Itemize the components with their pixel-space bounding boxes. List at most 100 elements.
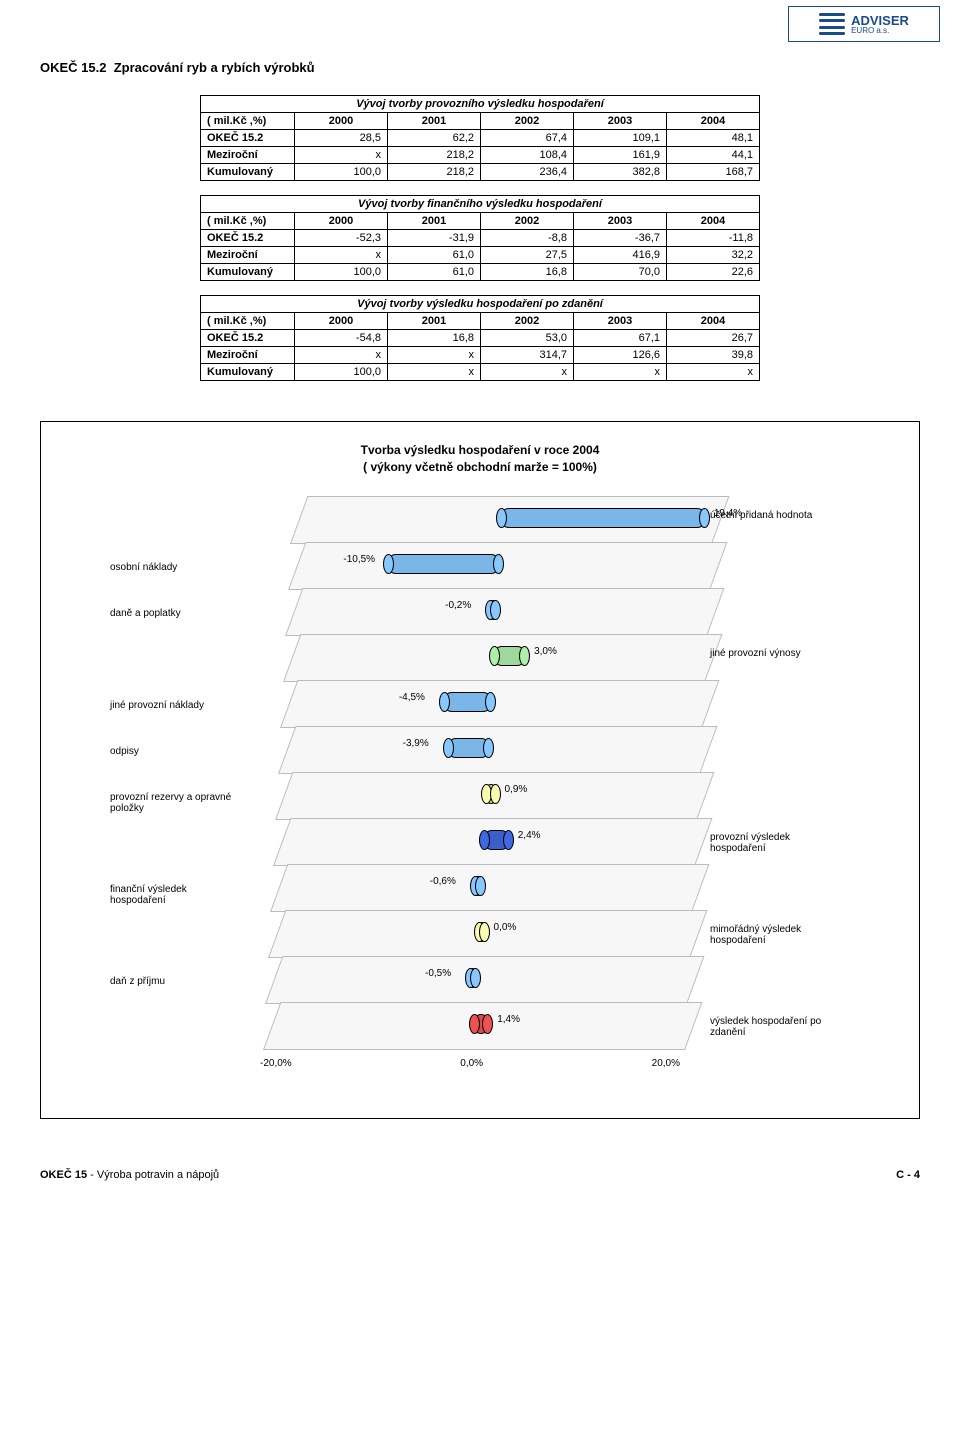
row-label: OKEČ 15.2 xyxy=(201,230,295,247)
cell-value: 53,0 xyxy=(481,330,574,347)
chart-left-label: finanční výsledek hospodaření xyxy=(110,884,240,906)
year-header: 2000 xyxy=(295,213,388,230)
cell-value: 26,7 xyxy=(667,330,760,347)
chart-row: -3,9%odpisy xyxy=(120,726,840,772)
row-label: OKEČ 15.2 xyxy=(201,330,295,347)
year-header: 2003 xyxy=(574,113,667,130)
chart-title: Tvorba výsledku hospodaření v roce 2004(… xyxy=(41,442,919,476)
chart-left-label: provozní rezervy a opravné položky xyxy=(110,792,240,814)
chart-plot-area: 19,4%účetní přidaná hodnota-10,5%osobní … xyxy=(120,496,840,1088)
cell-value: 100,0 xyxy=(295,264,388,281)
chart-left-label: odpisy xyxy=(110,746,240,757)
row-label: Meziroční xyxy=(201,247,295,264)
chart-bar xyxy=(493,646,527,666)
cell-value: 67,1 xyxy=(574,330,667,347)
unit-label: ( mil.Kč ,%) xyxy=(201,313,295,330)
row-label: Meziroční xyxy=(201,347,295,364)
cell-value: 100,0 xyxy=(295,164,388,181)
year-header: 2001 xyxy=(388,313,481,330)
tables-container: Vývoj tvorby provozního výsledku hospoda… xyxy=(40,95,920,381)
row-label: Meziroční xyxy=(201,147,295,164)
axis-tick: 20,0% xyxy=(652,1058,680,1069)
unit-label: ( mil.Kč ,%) xyxy=(201,113,295,130)
chart-left-label: osobní náklady xyxy=(110,562,240,573)
logo: ADVISER EURO a.s. xyxy=(788,6,940,42)
cell-value: 108,4 xyxy=(481,147,574,164)
cell-value: 61,0 xyxy=(388,247,481,264)
chart-left-label: daň z příjmu xyxy=(110,976,240,987)
cell-value: 218,2 xyxy=(388,164,481,181)
cell-value: x xyxy=(295,247,388,264)
chart-bar xyxy=(500,508,706,528)
chart-row: -0,6%finanční výsledek hospodaření xyxy=(120,864,840,910)
year-header: 2004 xyxy=(667,113,760,130)
chart-row: -0,2%daně a poplatky xyxy=(120,588,840,634)
cell-value: 168,7 xyxy=(667,164,760,181)
data-table: Vývoj tvorby finančního výsledku hospoda… xyxy=(200,195,760,281)
chart-value-label: 3,0% xyxy=(534,646,557,657)
table-caption: Vývoj tvorby provozního výsledku hospoda… xyxy=(201,96,760,113)
cell-value: 28,5 xyxy=(295,130,388,147)
chart-value-label: -3,9% xyxy=(403,738,429,749)
year-header: 2001 xyxy=(388,213,481,230)
chart-left-label: daně a poplatky xyxy=(110,608,240,619)
chart-x-axis: -20,0%0,0%20,0% xyxy=(260,1058,680,1069)
chart-bar xyxy=(443,692,492,712)
chart-right-label: výsledek hospodaření po zdanění xyxy=(710,1016,840,1038)
chart-left-label: jiné provozní náklady xyxy=(110,700,240,711)
cell-value: 67,4 xyxy=(481,130,574,147)
chart-row: 1,4%výsledek hospodaření po zdanění xyxy=(120,1002,840,1048)
chart-value-label: 2,4% xyxy=(518,830,541,841)
year-header: 2000 xyxy=(295,313,388,330)
cell-value: 218,2 xyxy=(388,147,481,164)
row-label: OKEČ 15.2 xyxy=(201,130,295,147)
axis-tick: 0,0% xyxy=(460,1058,483,1069)
cell-value: 70,0 xyxy=(574,264,667,281)
cell-value: -52,3 xyxy=(295,230,388,247)
chart-row: -0,5%daň z příjmu xyxy=(120,956,840,1002)
chart-bar xyxy=(485,784,496,804)
year-header: 2002 xyxy=(481,213,574,230)
year-header: 2004 xyxy=(667,213,760,230)
chart-value-label: 0,9% xyxy=(505,784,528,795)
cell-value: 44,1 xyxy=(667,147,760,164)
chart-right-label: mimořádný výsledek hospodaření xyxy=(710,924,840,946)
page-title: OKEČ 15.2 Zpracování ryb a rybích výrobk… xyxy=(40,60,920,75)
cell-value: 236,4 xyxy=(481,164,574,181)
cell-value: 382,8 xyxy=(574,164,667,181)
cell-value: 39,8 xyxy=(667,347,760,364)
chart-row: 0,0%mimořádný výsledek hospodaření xyxy=(120,910,840,956)
cell-value: x xyxy=(388,347,481,364)
cell-value: 126,6 xyxy=(574,347,667,364)
cell-value: x xyxy=(574,364,667,381)
chart-right-label: účetní přidaná hodnota xyxy=(710,510,840,521)
footer-page-number: C - 4 xyxy=(896,1169,920,1181)
cell-value: 109,1 xyxy=(574,130,667,147)
year-header: 2002 xyxy=(481,113,574,130)
cell-value: 27,5 xyxy=(481,247,574,264)
cell-value: 100,0 xyxy=(295,364,388,381)
logo-text: ADVISER EURO a.s. xyxy=(851,14,909,35)
cell-value: -31,9 xyxy=(388,230,481,247)
cell-value: x xyxy=(667,364,760,381)
cell-value: 32,2 xyxy=(667,247,760,264)
logo-stripes-icon xyxy=(819,13,845,35)
cell-value: x xyxy=(388,364,481,381)
chart-row: -4,5%jiné provozní náklady xyxy=(120,680,840,726)
cell-value: -11,8 xyxy=(667,230,760,247)
chart-value-label: -0,6% xyxy=(430,876,456,887)
cell-value: 22,6 xyxy=(667,264,760,281)
chart-value-label: -0,2% xyxy=(445,600,471,611)
row-label: Kumulovaný xyxy=(201,164,295,181)
chart-bar xyxy=(489,600,497,620)
page-container: ADVISER EURO a.s. OKEČ 15.2 Zpracování r… xyxy=(0,0,960,1201)
chart-bar xyxy=(478,922,486,942)
cell-value: -8,8 xyxy=(481,230,574,247)
year-header: 2003 xyxy=(574,313,667,330)
chart-bar xyxy=(483,830,510,850)
footer-left: OKEČ 15 - Výroba potravin a nápojů xyxy=(40,1169,219,1181)
year-header: 2000 xyxy=(295,113,388,130)
chart-bar xyxy=(447,738,490,758)
chart-bar xyxy=(469,968,477,988)
table-caption: Vývoj tvorby finančního výsledku hospoda… xyxy=(201,196,760,213)
